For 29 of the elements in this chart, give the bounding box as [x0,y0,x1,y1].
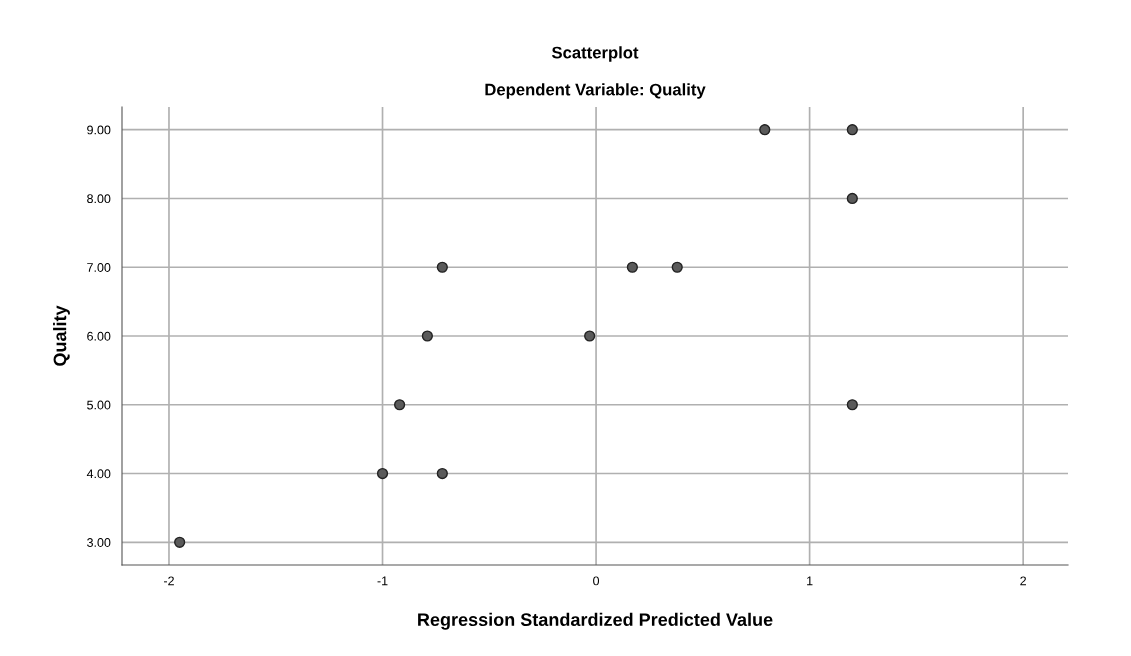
x-tick-label: -1 [377,576,388,586]
point [174,536,186,548]
point [846,124,858,136]
point [584,330,596,342]
y-tick-label: 9.00 [87,125,111,135]
point [626,261,638,273]
y-axis-title: Quality [53,305,70,366]
point [436,467,448,480]
y-tick-label: 3.00 [87,538,111,547]
chart-subtitle: Dependent Variable: Quality [485,83,706,99]
y-tick-label: 6.00 [87,331,111,341]
point [421,330,433,342]
y-tick-label: 5.00 [87,400,111,410]
point [436,261,448,273]
point [376,467,389,480]
x-tick-label: 1 [807,576,813,586]
x-tick-label: 2 [1020,576,1026,586]
point [846,192,858,205]
x-axis-title: Regression Standardized Predicted Value [418,612,773,630]
x-tick-label: -2 [163,576,174,586]
x-tick-label: 0 [593,576,600,586]
point [394,399,406,411]
y-tick-label: 4.00 [86,469,111,479]
point [759,124,771,136]
point [671,261,683,273]
chart-title: Scatterplot [551,46,639,62]
point [846,399,858,411]
y-tick-label: 8.00 [87,194,111,204]
y-tick-label: 7.00 [87,263,111,272]
